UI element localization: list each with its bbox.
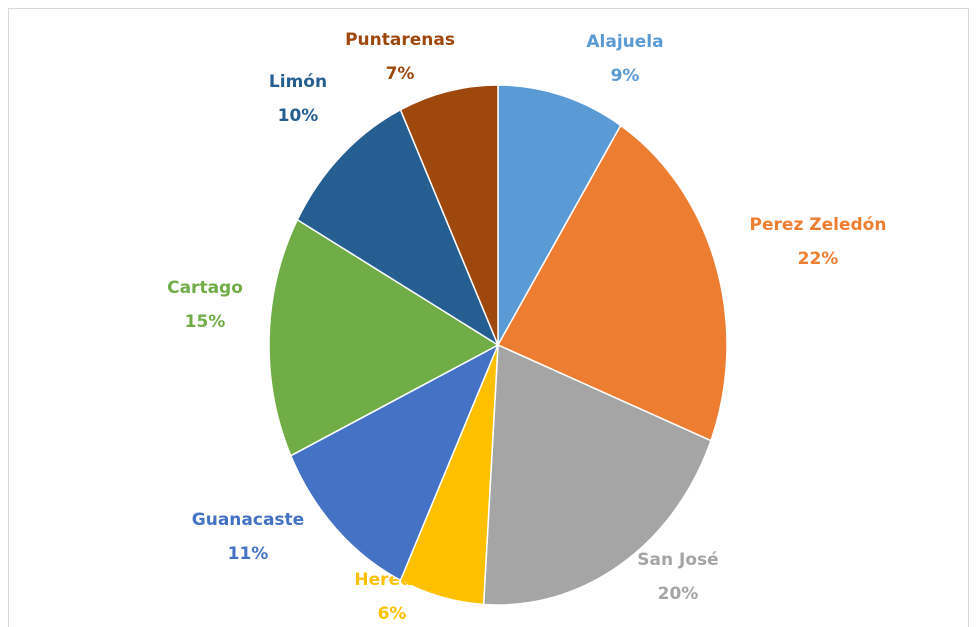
- slice-value-label: 20%: [658, 584, 699, 604]
- chart-border: [8, 8, 969, 627]
- slice-label: Alajuela: [586, 32, 663, 52]
- pie-slice: [497, 84, 622, 348]
- pie-slice: [296, 108, 500, 347]
- slice-value-label: 11%: [228, 544, 269, 564]
- slice-value-label: 15%: [185, 312, 226, 332]
- pie-slice: [289, 343, 500, 582]
- pie-slice: [268, 218, 500, 457]
- slice-label: Perez Zeledón: [750, 215, 887, 235]
- pie-slice: [399, 84, 499, 346]
- slice-label: Limón: [269, 72, 327, 92]
- pie-slice: [496, 124, 728, 442]
- slice-label: San José: [637, 550, 718, 570]
- slice-value-label: 22%: [798, 249, 839, 269]
- slice-label: Puntarenas: [345, 30, 455, 50]
- slice-value-label: 9%: [611, 66, 640, 86]
- slice-value-label: 7%: [386, 64, 415, 84]
- slice-value-label: 6%: [378, 604, 407, 624]
- slice-value-label: 10%: [278, 106, 319, 126]
- slice-label: Cartago: [167, 278, 243, 298]
- pie-slice: [482, 343, 712, 606]
- slice-label: Guanacaste: [192, 510, 304, 530]
- slice-label: Heredia: [354, 570, 429, 590]
